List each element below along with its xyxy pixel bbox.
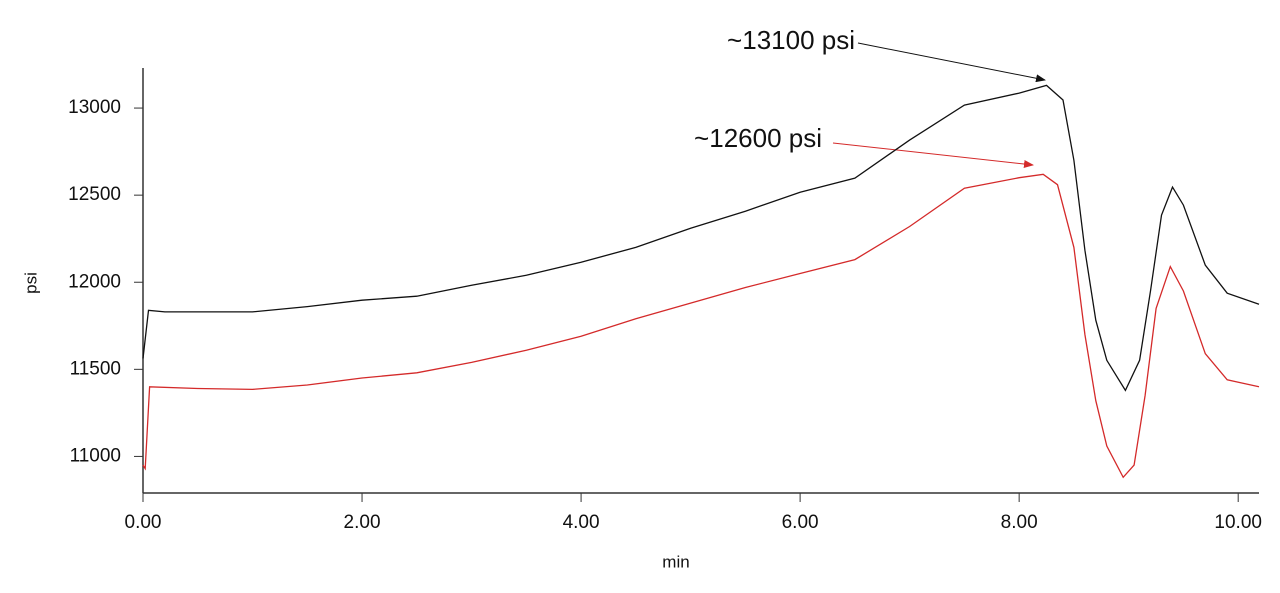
annotation: ~12600 psi <box>694 123 822 153</box>
x-tick-label: 4.00 <box>563 512 600 533</box>
x-tick-label: 6.00 <box>782 512 819 533</box>
y-tick-label: 13000 <box>68 97 121 118</box>
data-line <box>142 84 1260 392</box>
annotation-arrow <box>832 142 1034 168</box>
x-tick-label: 2.00 <box>344 512 381 533</box>
y-tick-label: 12000 <box>68 271 121 292</box>
y-tick-label: 12500 <box>68 184 121 205</box>
x-tick-label: 8.00 <box>1001 512 1038 533</box>
x-axis-label: min <box>662 552 689 571</box>
y-axis-label: psi <box>21 272 40 294</box>
annotation: ~13100 psi <box>727 25 855 55</box>
data-line <box>142 173 1260 479</box>
x-tick-label: 10.00 <box>1214 512 1262 533</box>
annotation-arrow <box>857 42 1046 83</box>
y-tick-label: 11000 <box>70 445 121 466</box>
x-tick-label: 0.00 <box>125 512 162 533</box>
y-tick-label: 11500 <box>70 358 121 379</box>
